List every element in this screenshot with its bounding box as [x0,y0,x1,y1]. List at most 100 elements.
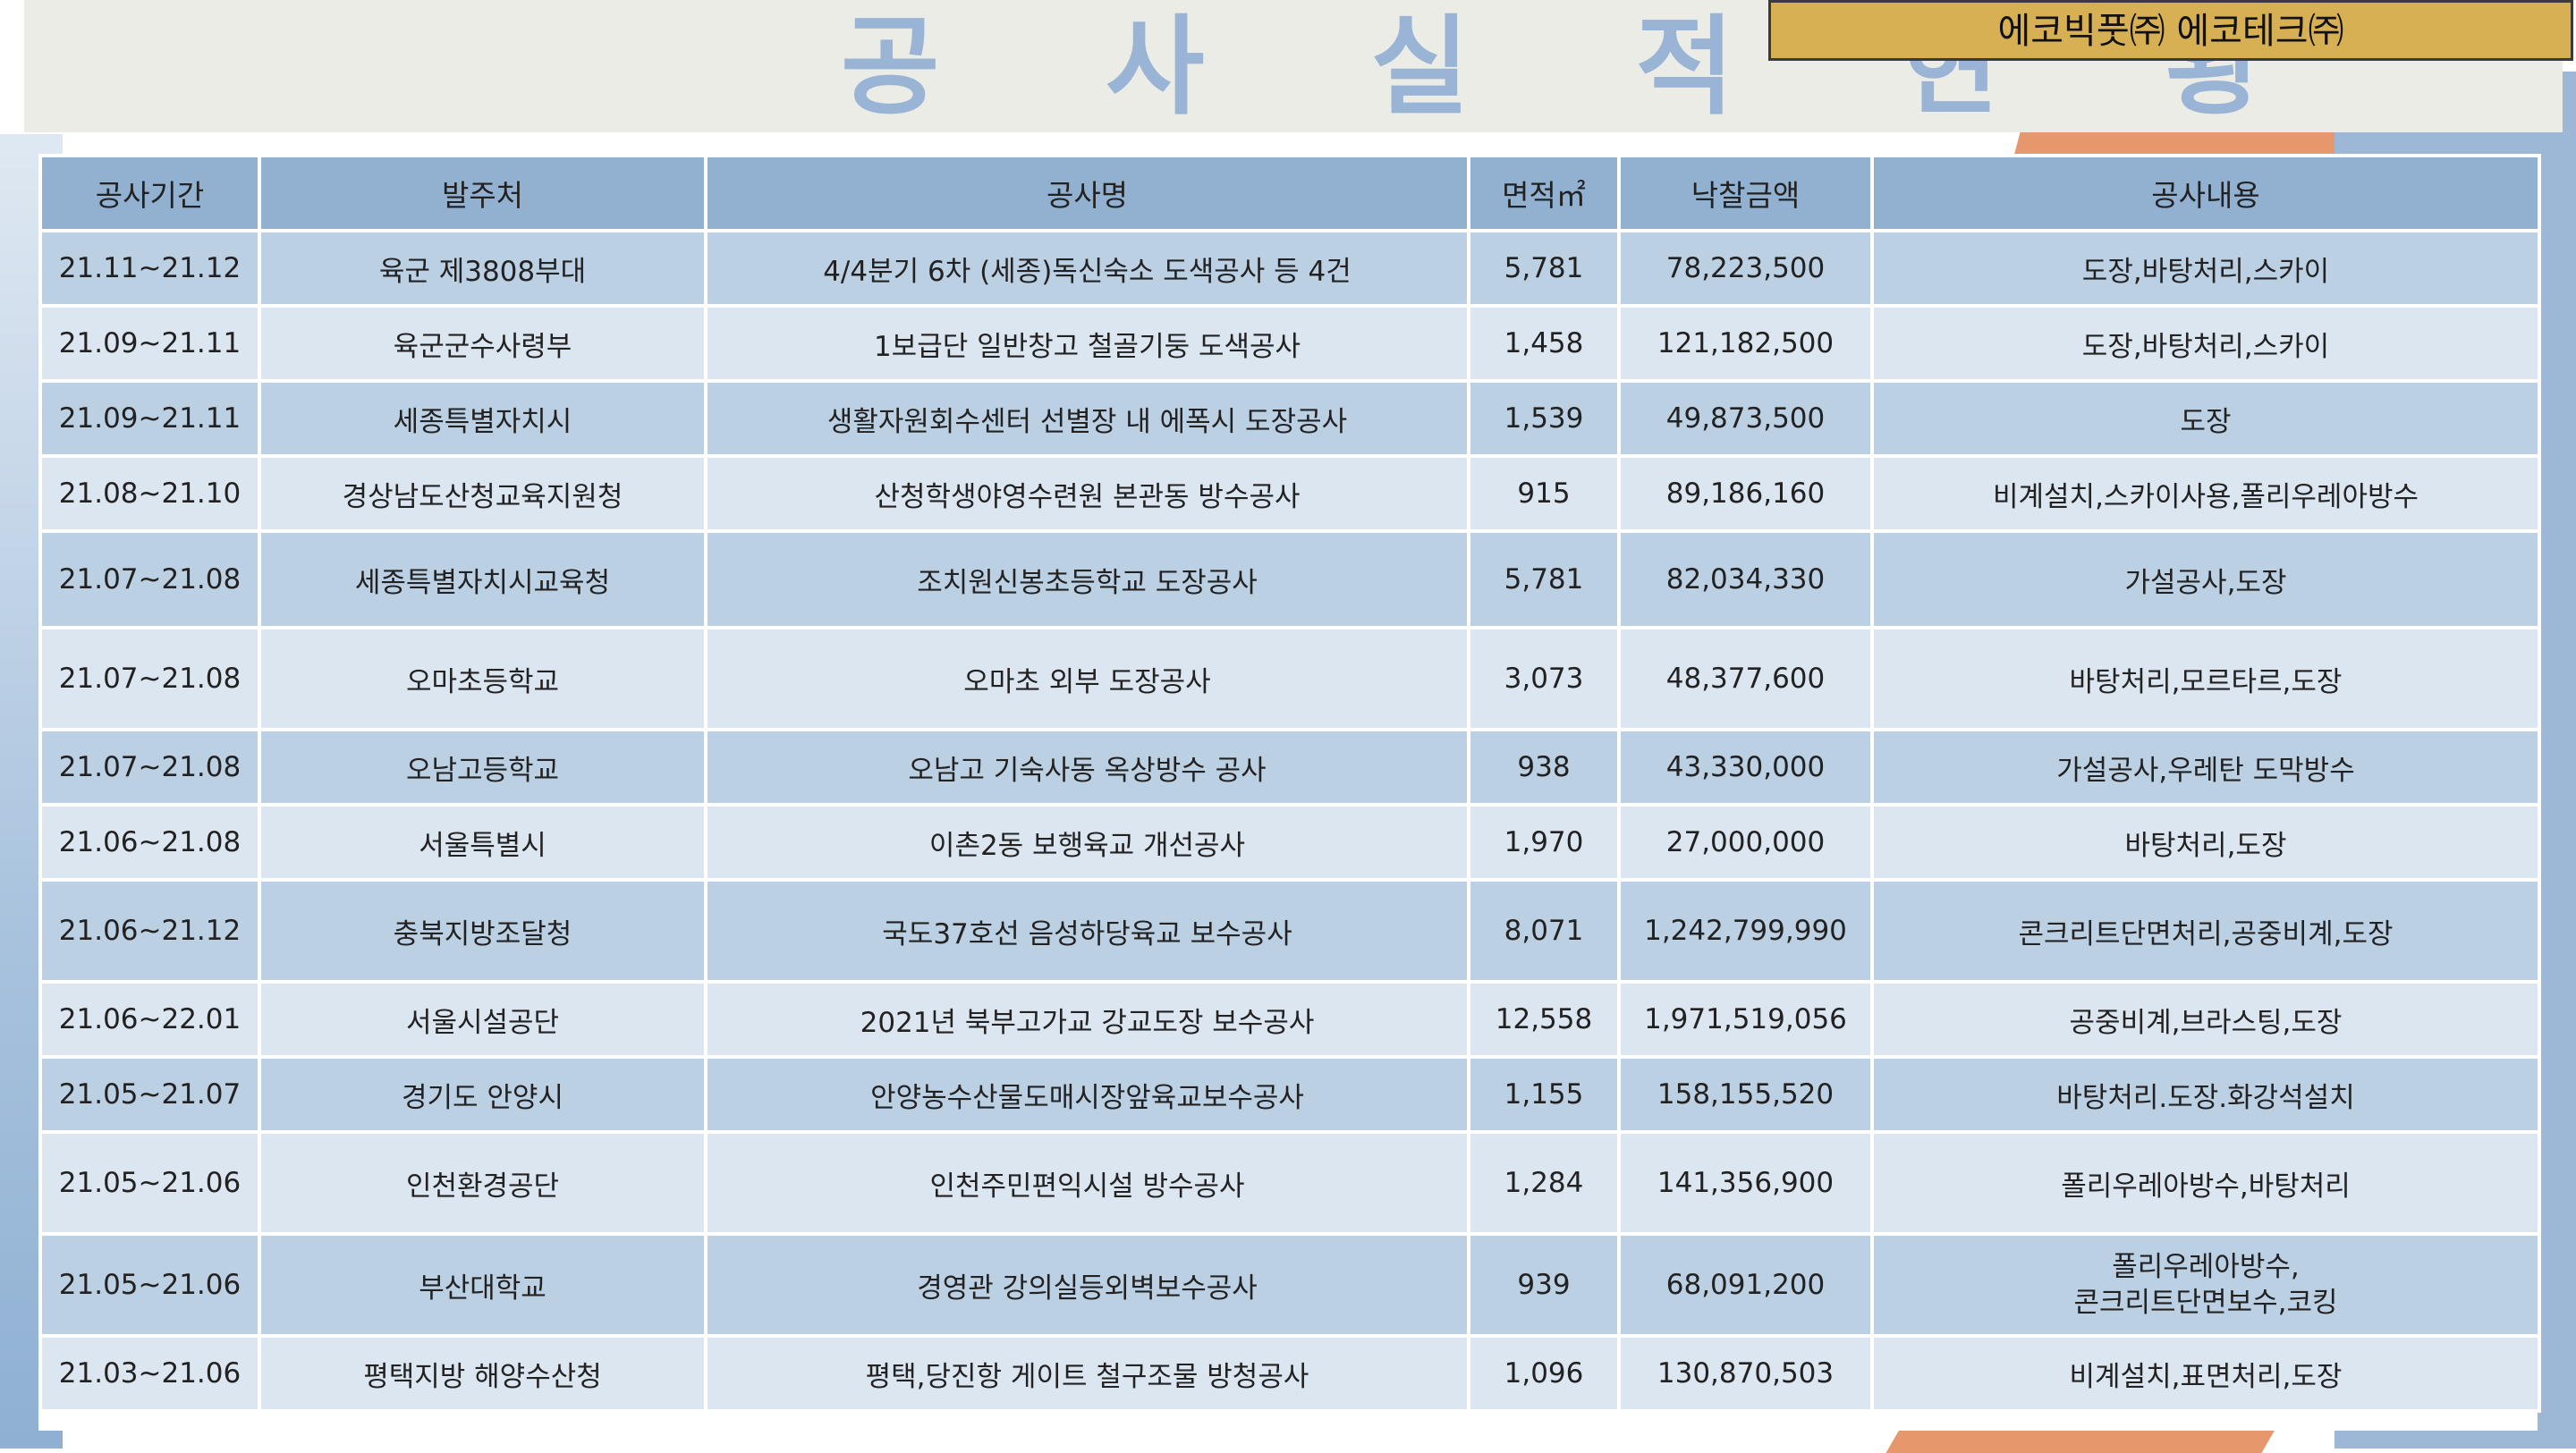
cell-period: 21.05~21.06 [38,1130,261,1236]
cell-amount: 27,000,000 [1617,803,1874,882]
header-project: 공사명 [704,154,1470,232]
cell-client: 평택지방 해양수산청 [258,1334,708,1413]
cell-content: 바탕처리.도장.화강석설치 [1870,1055,2541,1134]
table-row: 21.05~21.07 경기도 안양시 안양농수산물도매시장앞육교보수공사 1,… [38,1055,2541,1134]
cell-amount: 130,870,503 [1617,1334,1874,1413]
cell-content: 폴리우레아방수, 콘크리트단면보수,코킹 [1870,1232,2541,1338]
cell-project: 안양농수산물도매시장앞육교보수공사 [704,1055,1470,1134]
cell-project: 경영관 강의실등외벽보수공사 [704,1232,1470,1338]
table-row: 21.07~21.08 세종특별자치시교육청 조치원신봉초등학교 도장공사 5,… [38,529,2541,629]
header-amount: 낙찰금액 [1617,154,1874,232]
cell-project: 국도37호선 음성하당육교 보수공사 [704,878,1470,984]
table-row: 21.05~21.06 부산대학교 경영관 강의실등외벽보수공사 939 68,… [38,1232,2541,1338]
cell-amount: 43,330,000 [1617,728,1874,807]
cell-amount: 82,034,330 [1617,529,1874,629]
table-row: 21.09~21.11 육군군수사령부 1보급단 일반창고 철골기둥 도색공사 … [38,304,2541,383]
cell-content: 폴리우레아방수,바탕처리 [1870,1130,2541,1236]
cell-client: 육군군수사령부 [258,304,708,383]
table-row: 21.06~21.08 서울특별시 이촌2동 보행육교 개선공사 1,970 2… [38,803,2541,882]
cell-client: 부산대학교 [258,1232,708,1338]
cell-content: 공중비계,브라스팅,도장 [1870,980,2541,1059]
cell-amount: 78,223,500 [1617,229,1874,308]
cell-content: 도장 [1870,379,2541,458]
cell-period: 21.07~21.08 [38,626,261,731]
cell-period: 21.09~21.11 [38,304,261,383]
cell-period: 21.11~21.12 [38,229,261,308]
cell-period: 21.07~21.08 [38,728,261,807]
table-row: 21.06~22.01 서울시설공단 2021년 북부고가교 강교도장 보수공사… [38,980,2541,1059]
table-header-row: 공사기간 발주처 공사명 면적㎡ 낙찰금액 공사내용 [38,154,2541,232]
cell-content: 바탕처리,모르타르,도장 [1870,626,2541,731]
cell-client: 서울특별시 [258,803,708,882]
cell-area: 1,284 [1467,1130,1621,1236]
cell-amount: 89,186,160 [1617,454,1874,533]
cell-project: 평택,당진항 게이트 철구조물 방청공사 [704,1334,1470,1413]
cell-client: 경상남도산청교육지원청 [258,454,708,533]
cell-period: 21.07~21.08 [38,529,261,629]
table-row: 21.05~21.06 인천환경공단 인천주민편익시설 방수공사 1,284 1… [38,1130,2541,1236]
header-content: 공사내용 [1870,154,2541,232]
cell-content: 콘크리트단면처리,공중비계,도장 [1870,878,2541,984]
cell-project: 오남고 기숙사동 옥상방수 공사 [704,728,1470,807]
cell-project: 2021년 북부고가교 강교도장 보수공사 [704,980,1470,1059]
header-area: 면적㎡ [1467,154,1621,232]
cell-client: 세종특별자치시교육청 [258,529,708,629]
cell-content: 비계설치,스카이사용,폴리우레아방수 [1870,454,2541,533]
cell-client: 인천환경공단 [258,1130,708,1236]
header-client: 발주처 [258,154,708,232]
cell-period: 21.09~21.11 [38,379,261,458]
cell-area: 1,458 [1467,304,1621,383]
cell-project: 1보급단 일반창고 철골기둥 도색공사 [704,304,1470,383]
cell-client: 충북지방조달청 [258,878,708,984]
performance-table: 공사기간 발주처 공사명 면적㎡ 낙찰금액 공사내용 21.11~21.12 육… [38,154,2541,1413]
table-row: 21.08~21.10 경상남도산청교육지원청 산청학생야영수련원 본관동 방수… [38,454,2541,533]
table-row: 21.03~21.06 평택지방 해양수산청 평택,당진항 게이트 철구조물 방… [38,1334,2541,1413]
cell-amount: 49,873,500 [1617,379,1874,458]
cell-project: 4/4분기 6차 (세종)독신숙소 도색공사 등 4건 [704,229,1470,308]
cell-content: 비계설치,표면처리,도장 [1870,1334,2541,1413]
table-row: 21.09~21.11 세종특별자치시 생활자원회수센터 선별장 내 에폭시 도… [38,379,2541,458]
cell-content: 가설공사,도장 [1870,529,2541,629]
cell-client: 오남고등학교 [258,728,708,807]
cell-amount: 121,182,500 [1617,304,1874,383]
cell-period: 21.06~21.08 [38,803,261,882]
cell-area: 8,071 [1467,878,1621,984]
cell-amount: 1,242,799,990 [1617,878,1874,984]
cell-period: 21.03~21.06 [38,1334,261,1413]
cell-amount: 48,377,600 [1617,626,1874,731]
cell-amount: 158,155,520 [1617,1055,1874,1134]
cell-area: 1,970 [1467,803,1621,882]
cell-area: 938 [1467,728,1621,807]
cell-content: 도장,바탕처리,스카이 [1870,304,2541,383]
cell-area: 1,155 [1467,1055,1621,1134]
cell-content: 도장,바탕처리,스카이 [1870,229,2541,308]
cell-client: 오마초등학교 [258,626,708,731]
company-badge: 에코빅풋㈜ 에코테크㈜ [1768,0,2573,61]
cell-period: 21.05~21.07 [38,1055,261,1134]
table-row: 21.06~21.12 충북지방조달청 국도37호선 음성하당육교 보수공사 8… [38,878,2541,984]
cell-period: 21.06~22.01 [38,980,261,1059]
cell-client: 경기도 안양시 [258,1055,708,1134]
cell-amount: 1,971,519,056 [1617,980,1874,1059]
cell-content: 바탕처리,도장 [1870,803,2541,882]
page-title: 공 사 실 적 현 황 [841,5,2329,130]
table-row: 21.07~21.08 오마초등학교 오마초 외부 도장공사 3,073 48,… [38,626,2541,731]
cell-area: 939 [1467,1232,1621,1338]
cell-period: 21.06~21.12 [38,878,261,984]
cell-client: 육군 제3808부대 [258,229,708,308]
cell-project: 인천주민편익시설 방수공사 [704,1130,1470,1236]
cell-project: 이촌2동 보행육교 개선공사 [704,803,1470,882]
cell-area: 1,096 [1467,1334,1621,1413]
cell-period: 21.05~21.06 [38,1232,261,1338]
table-row: 21.07~21.08 오남고등학교 오남고 기숙사동 옥상방수 공사 938 … [38,728,2541,807]
cell-project: 산청학생야영수련원 본관동 방수공사 [704,454,1470,533]
cell-project: 생활자원회수센터 선별장 내 에폭시 도장공사 [704,379,1470,458]
cell-client: 세종특별자치시 [258,379,708,458]
cell-amount: 68,091,200 [1617,1232,1874,1338]
cell-period: 21.08~21.10 [38,454,261,533]
cell-content: 가설공사,우레탄 도막방수 [1870,728,2541,807]
cell-area: 5,781 [1467,529,1621,629]
cell-area: 5,781 [1467,229,1621,308]
cell-project: 오마초 외부 도장공사 [704,626,1470,731]
performance-table-container: 공사기간 발주처 공사명 면적㎡ 낙찰금액 공사내용 21.11~21.12 육… [38,154,2541,1431]
